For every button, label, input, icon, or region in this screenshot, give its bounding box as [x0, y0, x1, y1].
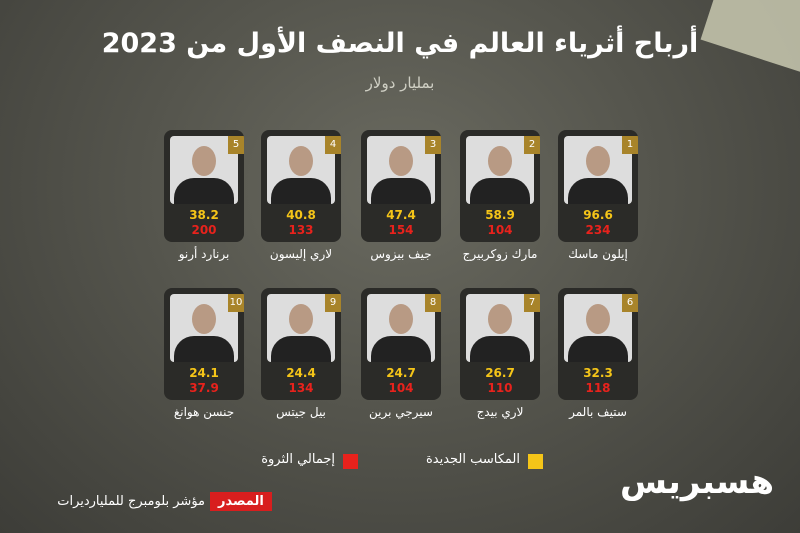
legend-label: إجمالي الثروة [261, 452, 335, 467]
rank-badge: 9 [325, 294, 341, 312]
portrait [564, 294, 632, 362]
portrait [267, 136, 335, 204]
portrait-head [289, 146, 313, 176]
portrait-body [568, 336, 628, 362]
portrait-body [174, 336, 234, 362]
logo: هسبريس [620, 462, 775, 502]
person-card: 5 38.2 200 [164, 130, 244, 242]
portrait-body [174, 178, 234, 204]
total-wealth: 104 [388, 381, 414, 395]
portrait-body [568, 178, 628, 204]
portrait-head [192, 146, 216, 176]
rank-badge: 7 [524, 294, 540, 312]
portrait-head [586, 304, 610, 334]
total-wealth: 134 [288, 381, 314, 395]
total-wealth: 234 [585, 223, 611, 237]
total-wealth: 104 [487, 223, 513, 237]
portrait-body [470, 336, 530, 362]
legend-swatch-total [343, 454, 358, 469]
portrait [564, 136, 632, 204]
person-name: لاري بيدج [476, 405, 524, 419]
gain-value: 26.7 [485, 366, 515, 380]
portrait [170, 136, 238, 204]
subtitle: بمليار دولار [365, 74, 435, 92]
portrait-body [371, 178, 431, 204]
person-name: برنارد أرنو [178, 247, 230, 261]
portrait [267, 294, 335, 362]
gain-value: 58.9 [485, 208, 515, 222]
total-wealth: 37.9 [189, 381, 219, 395]
person-name: لاري إليسون [269, 247, 333, 261]
portrait-head [389, 304, 413, 334]
person-card: 8 24.7 104 [361, 288, 441, 400]
total-wealth: 110 [487, 381, 513, 395]
portrait [367, 136, 435, 204]
total-wealth: 118 [585, 381, 611, 395]
legend-swatch-gain [528, 454, 543, 469]
person-name: سيرجي برين [369, 405, 433, 419]
portrait-head [289, 304, 313, 334]
rank-badge: 1 [622, 136, 638, 154]
rank-badge: 8 [425, 294, 441, 312]
gain-value: 32.3 [583, 366, 613, 380]
portrait-body [470, 178, 530, 204]
person-name: جنسن هوانغ [173, 405, 235, 419]
rank-badge: 4 [325, 136, 341, 154]
rank-badge: 6 [622, 294, 638, 312]
rank-badge: 3 [425, 136, 441, 154]
rank-badge: 5 [228, 136, 244, 154]
portrait-body [271, 336, 331, 362]
gain-value: 38.2 [189, 208, 219, 222]
person-name: بيل جيتس [276, 405, 326, 419]
portrait-head [586, 146, 610, 176]
person-card: 6 32.3 118 [558, 288, 638, 400]
total-wealth: 133 [288, 223, 314, 237]
person-name: مارك زوكربيرج [462, 247, 538, 261]
person-card: 9 24.4 134 [261, 288, 341, 400]
source: مؤشر بلومبرج للمليارديرات [57, 494, 205, 509]
person-card: 4 40.8 133 [261, 130, 341, 242]
legend-label: المكاسب الجديدة [425, 452, 520, 467]
gain-value: 40.8 [286, 208, 316, 222]
gain-value: 47.4 [386, 208, 416, 222]
total-wealth: 200 [191, 223, 217, 237]
title: أرباح أثرياء العالم في النصف الأول من 20… [101, 28, 699, 59]
total-wealth: 154 [388, 223, 414, 237]
portrait-head [389, 146, 413, 176]
portrait-head [192, 304, 216, 334]
person-card: 7 26.7 110 [460, 288, 540, 400]
person-card: 1 96.6 234 [558, 130, 638, 242]
portrait [367, 294, 435, 362]
person-card: 2 58.9 104 [460, 130, 540, 242]
gain-value: 24.1 [189, 366, 219, 380]
person-card: 3 47.4 154 [361, 130, 441, 242]
gain-value: 24.4 [286, 366, 316, 380]
portrait-head [488, 304, 512, 334]
portrait-body [271, 178, 331, 204]
person-name: جيف بيزوس [370, 247, 432, 261]
person-card: 10 24.1 37.9 [164, 288, 244, 400]
rank-badge: 10 [228, 294, 244, 312]
rank-badge: 2 [524, 136, 540, 154]
portrait [466, 136, 534, 204]
person-name: ستيف بالمر [569, 405, 627, 419]
portrait-body [371, 336, 431, 362]
person-name: إيلون ماسك [568, 247, 628, 261]
gain-value: 24.7 [386, 366, 416, 380]
portrait-head [488, 146, 512, 176]
portrait [466, 294, 534, 362]
source-label: المصدر [210, 492, 272, 511]
gain-value: 96.6 [583, 208, 613, 222]
portrait [170, 294, 238, 362]
